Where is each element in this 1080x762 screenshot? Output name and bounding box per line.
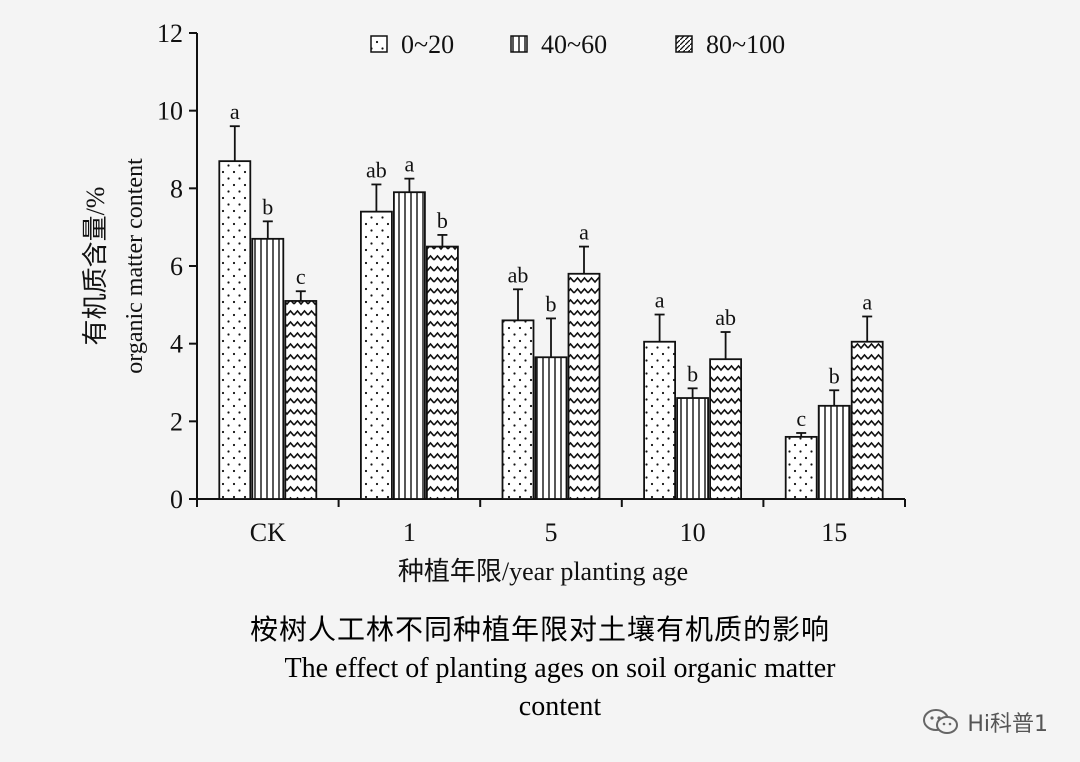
significance-letter: b bbox=[437, 208, 448, 233]
legend-swatch-zigzag bbox=[675, 35, 693, 53]
watermark: Hi科普1 bbox=[921, 706, 1048, 738]
bar-zigzag bbox=[709, 358, 742, 500]
significance-letter: ab bbox=[508, 262, 529, 287]
significance-letter: b bbox=[829, 363, 840, 388]
y-axis-title-english: organic matter content bbox=[122, 158, 148, 374]
caption-english: The effect of planting ages on soil orga… bbox=[284, 653, 836, 722]
legend-swatch-vlines bbox=[510, 35, 528, 53]
bar-zigzag bbox=[850, 340, 884, 500]
legend-label: 40~60 bbox=[541, 30, 607, 59]
legend-label: 80~100 bbox=[706, 30, 785, 59]
y-tick-label: 0 bbox=[170, 485, 183, 514]
legend: 0~20 40~60 80~100 bbox=[370, 30, 785, 59]
significance-letter: b bbox=[546, 291, 557, 316]
y-tick-label: 4 bbox=[170, 330, 183, 359]
bar-vlines bbox=[251, 237, 285, 500]
significance-letter: a bbox=[655, 288, 665, 313]
x-tick-label: 10 bbox=[680, 518, 706, 547]
significance-letter: a bbox=[405, 152, 415, 177]
significance-letter: a bbox=[579, 220, 589, 245]
bar-vlines bbox=[676, 397, 709, 500]
y-tick-label: 6 bbox=[170, 252, 183, 281]
bar-zigzag bbox=[567, 272, 601, 500]
significance-letter: ab bbox=[715, 305, 736, 330]
legend-swatch-dots bbox=[370, 35, 388, 53]
significance-letter: ab bbox=[366, 157, 387, 182]
bar-zigzag bbox=[425, 245, 459, 500]
significance-letter: b bbox=[262, 194, 273, 219]
bar-dots bbox=[501, 319, 535, 500]
y-tick-label: 10 bbox=[157, 97, 183, 126]
bar-dots bbox=[359, 210, 393, 500]
bar-vlines bbox=[817, 404, 851, 500]
x-tick-label: 1 bbox=[403, 518, 416, 547]
significance-letter: a bbox=[230, 99, 240, 124]
bar-dots bbox=[784, 435, 818, 500]
bar-zigzag bbox=[284, 300, 318, 500]
wechat-icon bbox=[923, 709, 959, 734]
bar-dots bbox=[643, 340, 676, 500]
watermark-text: Hi科普1 bbox=[967, 712, 1048, 737]
caption-chinese: 桉树人工林不同种植年限对土壤有机质的影响 bbox=[249, 613, 830, 646]
bar-vlines bbox=[392, 191, 426, 500]
bar-dots bbox=[218, 160, 252, 500]
significance-letter: c bbox=[796, 406, 806, 431]
significance-letter: c bbox=[296, 264, 306, 289]
y-tick-label: 8 bbox=[170, 174, 183, 203]
bar-vlines bbox=[534, 356, 568, 500]
y-tick-label: 12 bbox=[157, 19, 183, 48]
y-axis-title-chinese: 有机质含量/% bbox=[81, 187, 110, 346]
legend-label: 0~20 bbox=[401, 30, 454, 59]
x-tick-label: 15 bbox=[821, 518, 847, 547]
significance-letter: b bbox=[687, 361, 698, 386]
x-tick-label: 5 bbox=[545, 518, 558, 547]
bars bbox=[218, 125, 884, 500]
y-tick-label: 2 bbox=[170, 407, 183, 436]
significance-letter: a bbox=[862, 289, 872, 314]
x-axis-title: 种植年限/year planting age bbox=[398, 557, 688, 586]
x-tick-label: CK bbox=[250, 518, 286, 547]
